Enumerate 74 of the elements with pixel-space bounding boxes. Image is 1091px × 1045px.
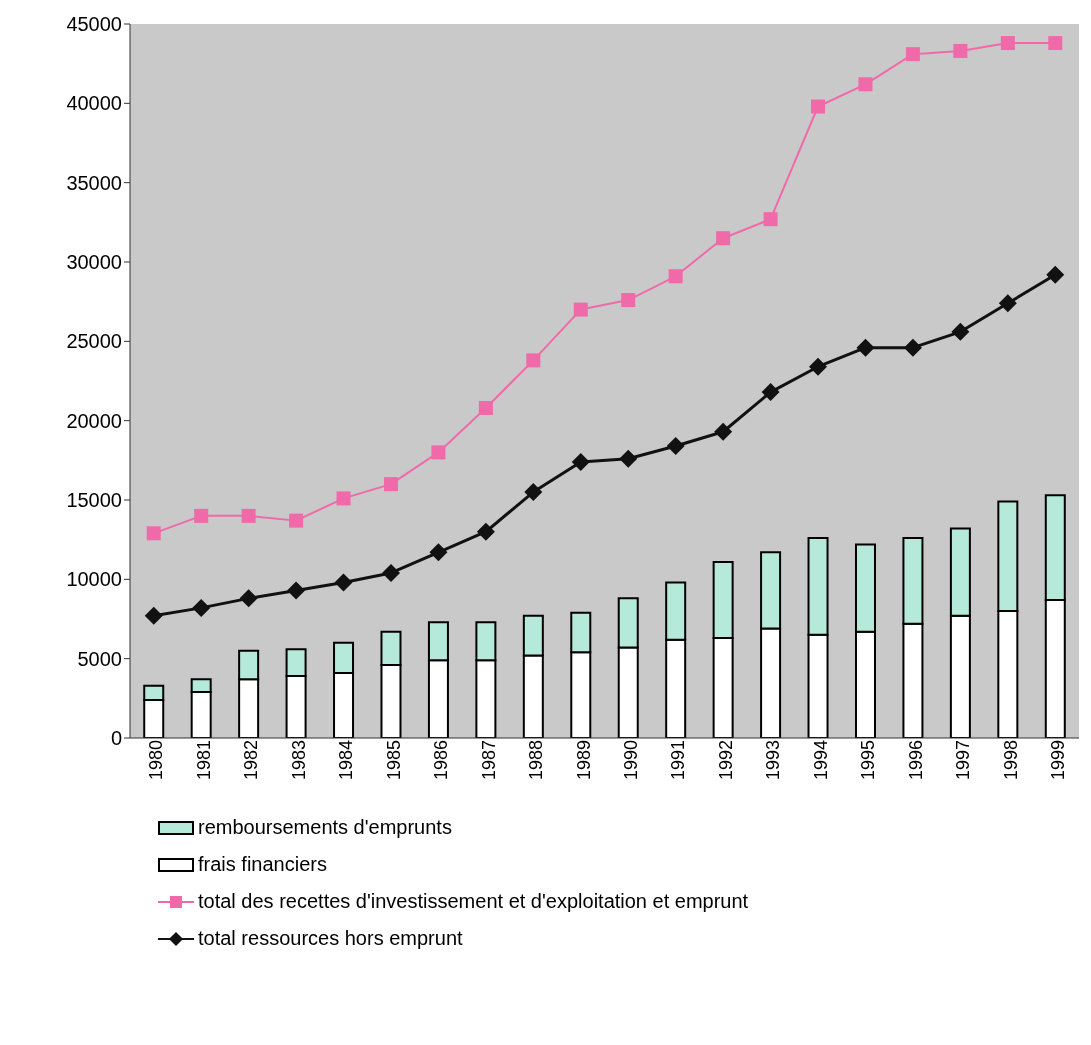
point [526,353,541,368]
x-tick-label: 1995 [858,740,879,781]
point [336,491,351,506]
x-tick-label: 1981 [193,740,214,781]
legend-label: total ressources hors emprunt [198,927,463,950]
point [287,581,306,600]
x-tick-label: 1994 [810,740,831,781]
x-tick-label: 1989 [573,740,594,781]
x-tick-label: 1992 [715,740,736,781]
x-tick-label: 1982 [241,740,262,781]
y-tick-label: 15000 [66,489,122,512]
point [381,563,400,582]
point [1046,265,1065,284]
point [429,543,448,562]
point [239,589,258,608]
point [241,508,256,523]
point [289,513,304,528]
legend-label: frais financiers [198,853,327,876]
point [953,43,968,58]
point [383,477,398,492]
point [431,445,446,460]
x-tick-label: 1986 [431,740,452,781]
point [192,598,211,617]
point [716,231,731,246]
point [998,294,1017,313]
point [146,526,161,541]
x-tick-label: 1980 [146,740,167,781]
point [811,99,826,114]
point [476,522,495,541]
x-tick-label: 1985 [383,740,404,781]
y-tick-label: 45000 [66,13,122,36]
x-tick-label: 1999 [1048,740,1069,781]
x-tick-label: 1997 [953,740,974,781]
point [809,357,828,376]
point [478,400,493,415]
y-tick-label: 10000 [66,568,122,591]
x-tick-label: 1993 [763,740,784,781]
point [524,483,543,502]
x-tick-label: 1984 [336,740,357,781]
point [714,422,733,441]
x-tick-label: 1990 [621,740,642,781]
point [903,338,922,357]
x-tick-label: 1988 [526,740,547,781]
x-tick-label: 1996 [905,740,926,781]
point [858,77,873,92]
point [856,338,875,357]
x-tick-label: 1998 [1000,740,1021,781]
point [619,449,638,468]
point [666,437,685,456]
point [763,212,778,227]
point [571,452,590,471]
point [573,302,588,317]
point [1048,36,1063,51]
y-tick-label: 5000 [77,647,122,670]
point [621,293,636,308]
legend-label: total des recettes d'investissement et d'exploitation et emprunt [198,890,749,913]
y-tick-label: 25000 [66,330,122,353]
x-tick-label: 1991 [668,740,689,781]
legend-label: remboursements d'emprunts [198,816,452,839]
point [194,508,209,523]
point [905,47,920,62]
point [951,322,970,341]
x-tick-label: 1987 [478,740,499,781]
y-tick-label: 20000 [66,409,122,432]
y-tick-label: 0 [110,727,122,750]
point [144,606,163,625]
point [1000,36,1015,51]
y-tick-label: 30000 [66,251,122,274]
y-tick-label: 40000 [66,92,122,115]
x-tick-label: 1983 [288,740,309,781]
point [668,269,683,284]
y-tick-label: 35000 [66,171,122,194]
point [761,383,780,402]
point [334,573,353,592]
